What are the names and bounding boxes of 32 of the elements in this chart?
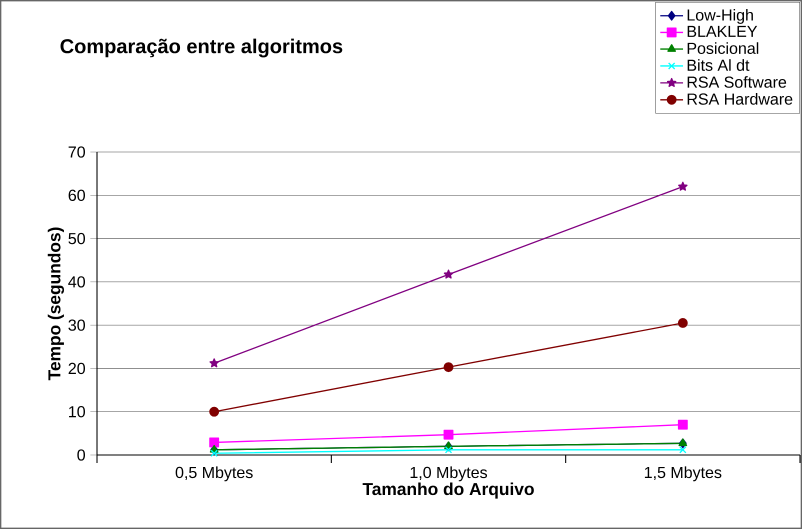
y-tick-label: 40 [68, 276, 86, 288]
point [444, 430, 454, 440]
x-tick-label: 1,0 Mbytes [410, 466, 488, 482]
y-tick-label: 10 [69, 406, 86, 418]
x-axis-title: Tamanho do Arquivo [362, 482, 534, 499]
x-tick-label: 1,5 Mbytes [644, 466, 722, 482]
legend-label: RSA Software [688, 76, 786, 88]
point [678, 318, 688, 328]
point [209, 438, 220, 448]
point [679, 446, 687, 454]
x-tick-label: 0,5 Mbytes [176, 466, 253, 482]
point [444, 446, 452, 454]
legend-label: BLAKLEY [688, 26, 758, 37]
y-tick-label: 50 [68, 232, 86, 244]
y-tick-label: 70 [68, 146, 86, 158]
point [444, 362, 454, 372]
y-tick-label: 0 [77, 449, 86, 461]
chart-title: Comparação entre algoritmos [60, 38, 342, 58]
point [209, 406, 220, 417]
y-tick-label: 60 [68, 190, 86, 201]
legend-label: Low-High [688, 8, 753, 24]
y-tick-label: 20 [68, 362, 86, 374]
legend-label: RSA Hardware [688, 93, 792, 105]
point [444, 270, 454, 279]
point [209, 358, 219, 368]
point [678, 420, 688, 430]
point [678, 182, 688, 191]
point [210, 450, 218, 457]
legend-label: Posicional [688, 42, 758, 54]
legend-label: Bits Al dt [688, 59, 750, 71]
y-tick-label: 30 [68, 319, 86, 331]
y-axis-title: Tempo (segundos) [48, 227, 64, 380]
